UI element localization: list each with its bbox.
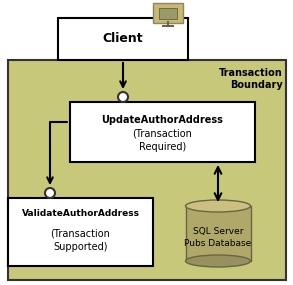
Circle shape [118,92,128,102]
Bar [159,7,177,19]
Text: (Transaction
Supported): (Transaction Supported) [51,228,110,252]
FancyBboxPatch shape [153,3,183,23]
Text: SQL Server
Pubs Database: SQL Server Pubs Database [184,227,252,248]
Bar [70,102,255,162]
Circle shape [45,188,55,198]
Bar [185,206,251,261]
Bar [58,18,188,60]
Ellipse shape [185,200,251,212]
Ellipse shape [185,255,251,267]
Bar [8,60,286,280]
Text: ValidateAuthorAddress: ValidateAuthorAddress [21,209,139,219]
Text: UpdateAuthorAddress: UpdateAuthorAddress [102,115,224,125]
Text: Client: Client [103,32,143,46]
Text: (Transaction
Required): (Transaction Required) [132,129,193,152]
Text: Transaction
Boundary: Transaction Boundary [219,68,283,90]
Bar [8,198,153,266]
